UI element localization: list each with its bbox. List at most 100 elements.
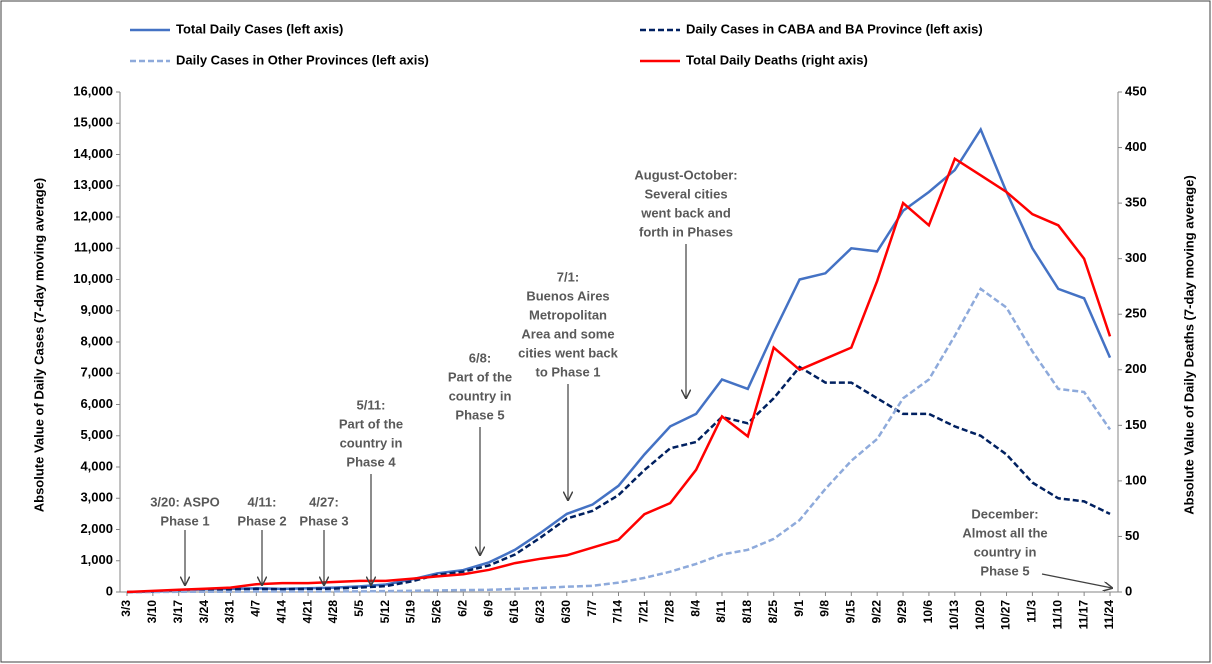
annotation-text: country in <box>449 388 512 403</box>
legend-label: Daily Cases in Other Provinces (left axi… <box>176 52 429 67</box>
annotation-text: country in <box>340 435 403 450</box>
x-tick-label: 10/6 <box>921 600 935 624</box>
y-tick-label: 8,000 <box>80 333 113 348</box>
x-tick-label: 3/10 <box>145 600 159 624</box>
annotation-text: Part of the <box>339 416 403 431</box>
annotation-text: country in <box>974 544 1037 559</box>
legend-label: Daily Cases in CABA and BA Province (lef… <box>686 21 983 36</box>
legend-label: Total Daily Deaths (right axis) <box>686 52 868 67</box>
y2-axis-title: Absolute Value of Daily Deaths (7-day mo… <box>1181 175 1196 515</box>
x-tick-label: 4/28 <box>326 600 340 624</box>
y-axis-title: Absolute Value of Daily Cases (7-day mov… <box>31 178 46 513</box>
legend-label: Total Daily Cases (left axis) <box>176 21 343 36</box>
x-tick-label: 5/5 <box>352 600 366 617</box>
x-tick-label: 7/7 <box>585 600 599 617</box>
x-tick-label: 5/12 <box>378 600 392 624</box>
x-tick-label: 4/21 <box>300 600 314 624</box>
annotation-text: Phase 3 <box>299 513 348 528</box>
x-tick-label: 3/3 <box>119 600 133 617</box>
x-tick-label: 6/2 <box>455 600 469 617</box>
y-tick-label: 3,000 <box>80 490 113 505</box>
annotation-text: Part of the <box>448 369 512 384</box>
annotation-text: forth in Phases <box>639 224 733 239</box>
y2-tick-label: 0 <box>1125 583 1132 598</box>
y2-tick-label: 350 <box>1125 195 1147 210</box>
annotation-text: Phase 1 <box>160 513 209 528</box>
y2-tick-label: 150 <box>1125 417 1147 432</box>
annotation-text: 4/11: <box>248 494 277 509</box>
x-tick-label: 8/4 <box>688 600 702 617</box>
y2-tick-label: 300 <box>1125 250 1147 265</box>
y-tick-label: 14,000 <box>73 146 113 161</box>
annotation-text: to Phase 1 <box>535 364 600 379</box>
annotation-text: Area and some <box>521 326 614 341</box>
annotation-text: 4/27: <box>309 494 339 509</box>
x-tick-label: 8/18 <box>740 600 754 624</box>
x-tick-label: 10/13 <box>947 600 961 630</box>
x-tick-label: 8/11 <box>714 600 728 623</box>
annotation-text: August-October: <box>634 167 737 182</box>
x-tick-label: 5/19 <box>404 600 418 624</box>
y2-tick-label: 250 <box>1125 306 1147 321</box>
annotation-text: Metropolitan <box>529 307 607 322</box>
x-tick-label: 10/20 <box>973 600 987 630</box>
annotation-arrow <box>1041 573 1112 588</box>
x-tick-label: 10/27 <box>999 600 1013 630</box>
x-tick-label: 11/17 <box>1076 600 1090 630</box>
y-tick-label: 2,000 <box>80 521 113 536</box>
y-tick-label: 10,000 <box>73 271 113 286</box>
y2-tick-label: 450 <box>1125 83 1147 98</box>
y2-tick-label: 200 <box>1125 361 1147 376</box>
x-tick-label: 7/21 <box>637 600 651 624</box>
x-tick-label: 11/24 <box>1102 600 1116 630</box>
y-tick-label: 0 <box>106 583 113 598</box>
series-line <box>127 287 1112 594</box>
x-tick-label: 9/22 <box>869 600 883 624</box>
x-tick-label: 5/26 <box>430 600 444 624</box>
x-tick-label: 9/1 <box>792 600 806 617</box>
y-tick-label: 5,000 <box>80 427 113 442</box>
annotation-text: 5/11: <box>357 397 386 412</box>
x-tick-label: 6/30 <box>559 600 573 624</box>
annotation-text: Phase 5 <box>980 563 1029 578</box>
y-tick-label: 7,000 <box>80 365 113 380</box>
y-tick-label: 13,000 <box>73 177 113 192</box>
x-tick-label: 11/10 <box>1050 600 1064 630</box>
y-tick-label: 6,000 <box>80 396 113 411</box>
y2-tick-label: 100 <box>1125 472 1147 487</box>
x-tick-label: 7/28 <box>662 600 676 624</box>
x-tick-label: 3/24 <box>197 600 211 624</box>
annotation-text: Phase 5 <box>455 407 504 422</box>
y-tick-label: 16,000 <box>73 83 113 98</box>
annotation-text: 6/8: <box>469 350 491 365</box>
annotation-text: Almost all the <box>962 525 1047 540</box>
y-tick-label: 15,000 <box>73 115 113 130</box>
series-line <box>126 365 1111 594</box>
annotation-text: went back and <box>640 205 731 220</box>
x-tick-label: 4/14 <box>274 600 288 624</box>
x-tick-label: 6/9 <box>481 600 495 617</box>
x-tick-label: 4/7 <box>249 600 263 617</box>
x-tick-label: 6/16 <box>507 600 521 624</box>
annotation-text: 7/1: <box>557 269 579 284</box>
y-tick-label: 12,000 <box>73 208 113 223</box>
x-tick-label: 6/23 <box>533 600 547 624</box>
y2-tick-label: 400 <box>1125 139 1147 154</box>
x-tick-label: 9/29 <box>895 600 909 624</box>
series-line <box>126 156 1112 594</box>
annotation-text: Several cities <box>644 186 727 201</box>
annotation-text: 3/20: ASPO <box>150 494 220 509</box>
x-tick-label: 11/3 <box>1025 600 1039 623</box>
x-tick-label: 3/17 <box>171 600 185 624</box>
y-tick-label: 1,000 <box>80 552 113 567</box>
y2-tick-label: 50 <box>1125 528 1139 543</box>
x-tick-label: 9/8 <box>818 600 832 617</box>
y-tick-label: 9,000 <box>80 302 113 317</box>
annotation-text: December: <box>971 506 1038 521</box>
y-tick-label: 4,000 <box>80 458 113 473</box>
annotation-text: cities went back <box>518 345 618 360</box>
x-tick-label: 7/14 <box>611 600 625 624</box>
y-tick-label: 11,000 <box>74 240 113 255</box>
